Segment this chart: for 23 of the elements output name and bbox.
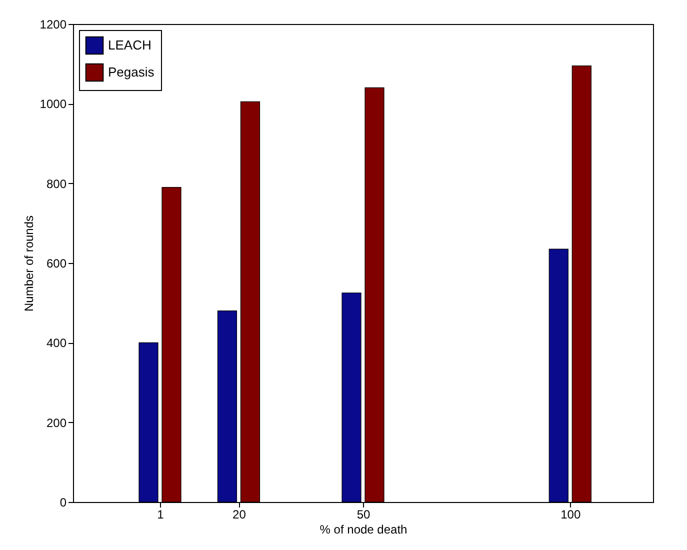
bar: [217, 310, 238, 502]
y-tick-label: 600: [46, 256, 67, 270]
bar: [162, 187, 182, 502]
bar: [572, 66, 592, 502]
y-tick-label: 200: [46, 416, 67, 430]
y-tick-label: 1000: [40, 97, 67, 112]
bar: [342, 292, 362, 502]
bar: [364, 87, 384, 502]
y-tick-label: 1200: [40, 18, 67, 32]
bar: [548, 248, 568, 502]
legend-label: LEACH: [108, 38, 152, 52]
x-tick-label: 1: [157, 508, 164, 522]
x-tick-label: 20: [232, 508, 246, 522]
y-tick-label: 0: [60, 496, 67, 510]
y-axis-title: Number of rounds: [22, 215, 36, 312]
x-axis-title: % of node death: [320, 522, 408, 536]
y-tick-label: 400: [46, 336, 67, 350]
legend-label: Pegasis: [108, 64, 155, 80]
x-tick-label: 50: [356, 508, 370, 522]
bar: [138, 342, 158, 502]
y-tick-label: 800: [46, 176, 67, 191]
x-tick-label: 100: [560, 508, 581, 522]
bar: [240, 101, 260, 502]
